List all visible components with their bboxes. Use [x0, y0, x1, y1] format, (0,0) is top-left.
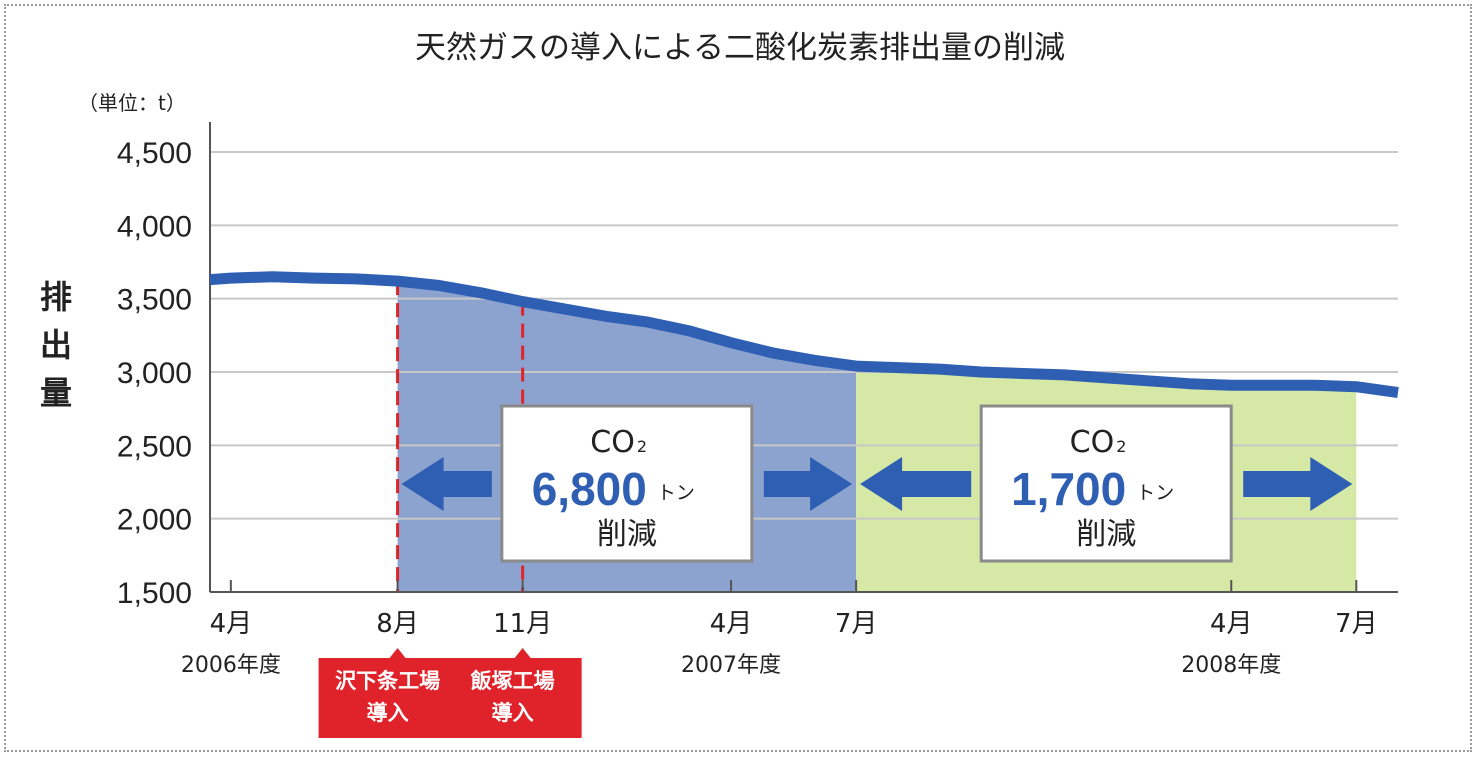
- fiscal-year-label: 2008年度: [1181, 653, 1281, 678]
- x-tick-label: 4月: [210, 609, 253, 639]
- fiscal-year-label: 2007年度: [681, 653, 781, 678]
- y-tick-label: 2,500: [117, 430, 192, 463]
- reduction-note: 削減: [597, 517, 657, 552]
- event-pointer: [390, 648, 406, 658]
- unit-label: （単位：t）: [78, 91, 186, 115]
- reduction-amount: 6,800: [532, 463, 647, 515]
- chart-title: 天然ガスの導入による二酸化炭素排出量の削減: [415, 30, 1065, 66]
- y-axis-label-char: 排: [40, 278, 72, 316]
- reduction-unit: トン: [657, 482, 695, 504]
- x-tick-label: 7月: [835, 609, 878, 639]
- event-label-text: 飯塚工場: [470, 669, 555, 693]
- fiscal-year-label: 2006年度: [181, 653, 281, 678]
- reduction-note: 削減: [1076, 517, 1136, 552]
- y-tick-label: 4,500: [117, 137, 192, 170]
- y-tick-label: 2,000: [117, 504, 192, 537]
- y-axis-label-char: 出: [40, 326, 72, 364]
- x-axis-labels: 4月 8月 11月 4月 7月 4月 7月 2006年度 2007年度 2008年度沢下条工場導入…: [181, 580, 1378, 738]
- event-label-text: 導入: [492, 701, 534, 725]
- y-tick-label: 1,500: [117, 577, 192, 610]
- co2-subscript: 2: [1116, 437, 1126, 456]
- event-pointer: [515, 648, 531, 658]
- x-tick-label: 7月: [1335, 609, 1378, 639]
- x-tick-label: 4月: [1210, 609, 1253, 639]
- event-label-text: 導入: [367, 701, 409, 725]
- x-tick-label: 11月: [493, 609, 552, 639]
- y-tick-label: 4,000: [117, 210, 192, 243]
- x-tick-label: 8月: [376, 609, 419, 639]
- y-axis-label: 排出量: [40, 278, 72, 412]
- co2-label: CO: [1070, 425, 1115, 460]
- co2-label: CO: [590, 425, 635, 460]
- co2-subscript: 2: [637, 437, 647, 456]
- reduction-amount: 1,700: [1011, 463, 1126, 515]
- y-axis-label-char: 量: [40, 374, 72, 412]
- event-label-text: 沢下条工場: [335, 669, 440, 693]
- reduction-unit: トン: [1136, 482, 1174, 504]
- y-tick-label: 3,500: [117, 284, 192, 317]
- y-tick-label: 3,000: [117, 357, 192, 390]
- x-tick-label: 4月: [710, 609, 753, 639]
